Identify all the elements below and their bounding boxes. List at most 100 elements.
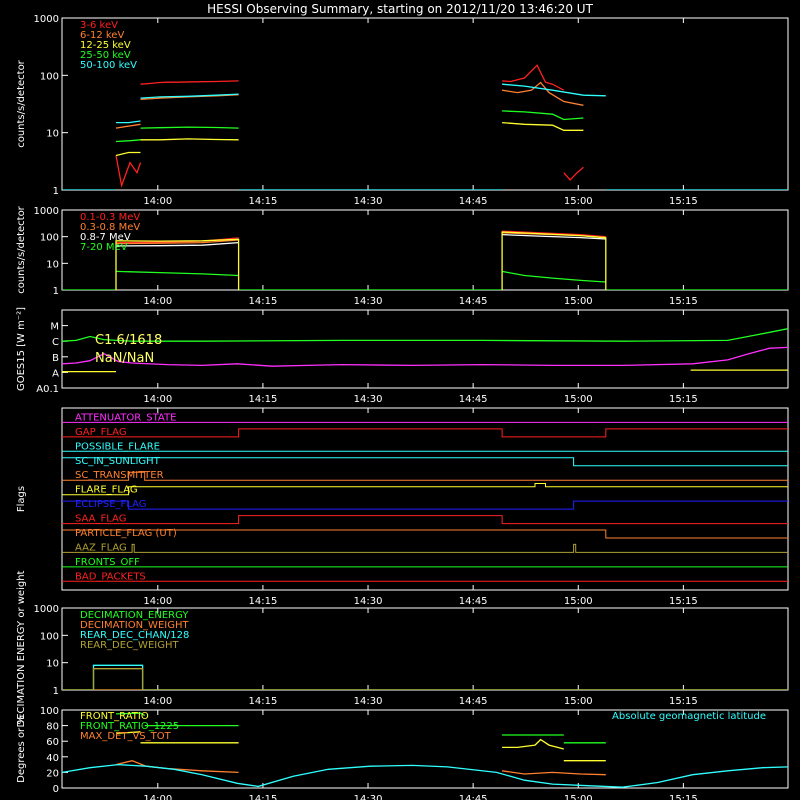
- time-tick-label: 15:15: [669, 394, 698, 405]
- series-group: [62, 664, 788, 690]
- series-line: [501, 231, 607, 290]
- plots: 14:00 14:15 14:30 14:45 15:00 15:15 counts/s/d…: [16, 14, 789, 800]
- series-group: [62, 64, 788, 190]
- panel-ratio: 14:00 14:15 14:30 14:45 15:00 15:15 Degrees or…: [16, 706, 789, 800]
- y-tick-label: 1: [53, 286, 59, 297]
- y-tick-label: 100: [40, 71, 59, 82]
- series-line: [502, 83, 606, 97]
- panel-flags: 14:00 14:15 14:30 14:45 15:00 15:15 Flags ATTEN…: [16, 407, 789, 607]
- flag-label: SAA_FLAG: [75, 514, 126, 525]
- legend-entry: DECIMATION_ENERGY: [80, 610, 189, 621]
- y-tick-label: 60: [46, 737, 59, 748]
- flag-label: GAP_FLAG: [75, 427, 127, 438]
- time-tick-label: 15:00: [564, 696, 593, 707]
- panel-goes: 14:00 14:15 14:30 14:45 15:00 15:15 GOES15 [W …: [16, 307, 789, 405]
- flag-line: [62, 428, 788, 438]
- y-tick-label: 1000: [34, 14, 59, 25]
- series-line: [115, 151, 141, 157]
- series-line: [115, 123, 141, 129]
- series-line: [115, 238, 240, 290]
- series-group: [62, 230, 788, 290]
- series-line: [62, 664, 788, 690]
- flag-line: [62, 500, 788, 510]
- series-line: [501, 270, 606, 283]
- time-tick-label: 14:15: [248, 196, 277, 207]
- legend-entry: 7-20 MeV: [80, 242, 128, 253]
- panel-frame: [61, 407, 789, 591]
- flag-label: PARTICLE_FLAG (UT): [75, 528, 177, 539]
- series-line: [502, 233, 606, 240]
- y-tick-label: C: [52, 337, 59, 348]
- time-tick-label: 14:30: [354, 296, 383, 307]
- time-tick-label: 14:30: [354, 794, 383, 800]
- time-tick-label: 14:30: [354, 196, 383, 207]
- time-tick-label: 14:45: [459, 794, 488, 800]
- time-tick-label: 15:15: [669, 196, 698, 207]
- goes-annotation: C1.6/1618: [95, 333, 162, 348]
- time-tick-label: 14:00: [143, 696, 172, 707]
- y-tick-label: 1: [53, 686, 59, 697]
- y-axis-label: Flags: [16, 486, 27, 512]
- series-line: [501, 81, 584, 106]
- flag-line: [62, 515, 788, 525]
- legend-entry: REAR_DEC_WEIGHT: [80, 640, 179, 651]
- legend-entry: REAR_DEC_CHAN/128: [80, 630, 189, 641]
- time-tick-label: 14:30: [354, 696, 383, 707]
- legend-entry: 6-12 keV: [80, 30, 124, 41]
- legend-entry: 12-25 keV: [80, 40, 131, 51]
- flag-label: ATTENUATOR_STATE: [75, 412, 176, 423]
- series-line: [62, 328, 788, 342]
- time-tick-label: 14:00: [143, 596, 172, 607]
- y-tick-label: 10: [46, 129, 59, 140]
- y-tick-label: B: [52, 353, 59, 364]
- series-line: [115, 241, 239, 247]
- flag-line: [62, 483, 788, 496]
- flag-label: ECLIPSE_FLAG: [75, 499, 146, 510]
- time-tick-label: 14:15: [248, 596, 277, 607]
- time-tick-label: 15:15: [669, 296, 698, 307]
- series-line: [502, 770, 606, 776]
- panel-lowE: 14:00 14:15 14:30 14:45 15:00 15:15 counts/s/d…: [16, 14, 789, 207]
- series-line: [140, 93, 239, 99]
- y-tick-label: 100: [40, 631, 59, 642]
- y-tick-label: 100: [40, 233, 59, 244]
- y-tick-label: 1000: [34, 206, 59, 217]
- series-group: [62, 328, 788, 373]
- panel-frame: [61, 17, 789, 191]
- flag-label: POSSIBLE_FLARE: [75, 441, 160, 452]
- time-tick-label: 14:15: [248, 696, 277, 707]
- flag-label: BAD_PACKETS: [75, 571, 146, 582]
- series-group: [62, 712, 788, 788]
- ratio-annotation: Absolute geomagnetic latitude: [612, 711, 766, 722]
- y-tick-label: 20: [46, 768, 59, 779]
- flag-label: AAZ_FLAG: [75, 542, 127, 553]
- flag-label: FLARE_FLAG: [75, 485, 138, 496]
- time-tick-label: 14:30: [354, 394, 383, 405]
- series-line: [116, 120, 141, 124]
- series-line: [115, 155, 142, 188]
- time-tick-label: 14:30: [354, 596, 383, 607]
- time-tick-label: 14:00: [143, 196, 172, 207]
- series-line: [62, 668, 788, 690]
- legend-entry: 0.1-0.3 MeV: [80, 212, 140, 223]
- flag-label: SC_IN_SUNLIGHT: [75, 456, 161, 467]
- series-line: [115, 712, 146, 717]
- y-tick-label: 1000: [34, 604, 59, 615]
- legend-entry: 0.8-7 MeV: [80, 232, 131, 243]
- legend-entry: 0.3-0.8 MeV: [80, 222, 140, 233]
- series-line: [140, 80, 239, 85]
- y-tick-label: A0.1: [36, 384, 59, 395]
- series-line: [502, 64, 565, 91]
- legend-entry: 3-6 keV: [80, 20, 118, 31]
- flag-label: SC_TRANSMITTER: [75, 470, 164, 481]
- series-line: [115, 760, 239, 774]
- time-tick-label: 15:00: [564, 196, 593, 207]
- time-tick-label: 15:15: [669, 696, 698, 707]
- legend-entry: FRONT_RATIO_1225: [80, 721, 179, 732]
- time-tick-label: 15:00: [564, 296, 593, 307]
- flag-line: [62, 457, 788, 467]
- flag-line: [62, 543, 788, 553]
- legend-entry: FRONT_RATIO: [80, 711, 149, 722]
- y-tick-label: 1: [53, 186, 59, 197]
